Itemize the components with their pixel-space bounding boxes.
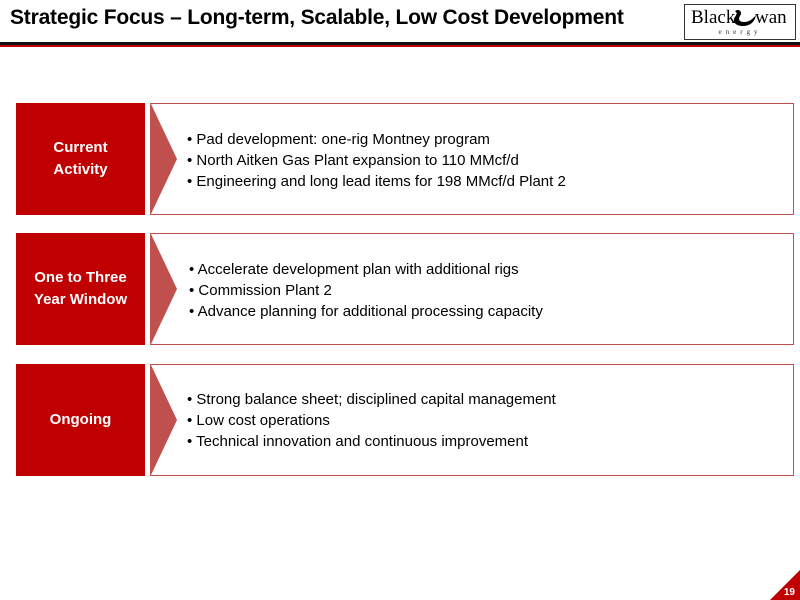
chevron-right-icon <box>151 104 177 214</box>
list-item: Engineering and long lead items for 198 … <box>187 171 565 192</box>
logo-word-right: wan <box>755 7 787 28</box>
row-label-line1: One to Three <box>34 269 127 286</box>
chevron-right-icon <box>151 234 177 344</box>
row-label-line1: Current <box>53 139 108 156</box>
slide-title: Strategic Focus – Long-term, Scalable, L… <box>10 6 624 29</box>
swan-icon <box>733 9 756 26</box>
row-label-line2: Activity <box>53 161 108 178</box>
list-item: Commission Plant 2 <box>189 280 543 301</box>
bullet-list: Accelerate development plan with additio… <box>189 259 543 322</box>
logo-subtitle: energy <box>718 28 762 36</box>
strategy-row-ongoing: Ongoing Strong balance sheet; discipline… <box>16 364 794 476</box>
strategy-row-window: One to Three Year Window Accelerate deve… <box>16 233 794 345</box>
row-content: Pad development: one-rig Montney program… <box>150 103 794 215</box>
row-label: Ongoing <box>16 364 145 476</box>
list-item: Pad development: one-rig Montney program <box>187 129 566 150</box>
list-item: North Aitken Gas Plant expansion to 110 … <box>187 150 566 171</box>
row-label-line2: Year Window <box>33 291 128 308</box>
logo-word-left: Black <box>691 7 736 28</box>
row-label-line1: Ongoing <box>49 411 112 428</box>
bullet-list: Pad development: one-rig Montney program… <box>187 129 566 192</box>
title-divider <box>0 42 800 45</box>
list-item: Advance planning for additional processi… <box>189 301 543 322</box>
row-content: Strong balance sheet; disciplined capita… <box>150 364 794 476</box>
bullet-list: Strong balance sheet; disciplined capita… <box>187 389 556 452</box>
title-divider-red <box>0 45 800 47</box>
page-number: 19 <box>783 587 795 598</box>
list-item: Accelerate development plan with additio… <box>189 259 543 280</box>
chevron-right-icon <box>151 365 177 475</box>
strategy-row-current: Current Activity Pad development: one-ri… <box>16 103 794 215</box>
list-item: Low cost operations <box>187 410 556 431</box>
company-logo: Black wan energy <box>684 4 796 40</box>
list-item: Strong balance sheet; disciplined capita… <box>187 389 555 410</box>
page-corner-triangle <box>770 570 800 600</box>
row-label: One to Three Year Window <box>16 233 145 345</box>
row-label: Current Activity <box>16 103 145 215</box>
row-content: Accelerate development plan with additio… <box>150 233 794 345</box>
list-item: Technical innovation and continuous impr… <box>187 431 556 452</box>
